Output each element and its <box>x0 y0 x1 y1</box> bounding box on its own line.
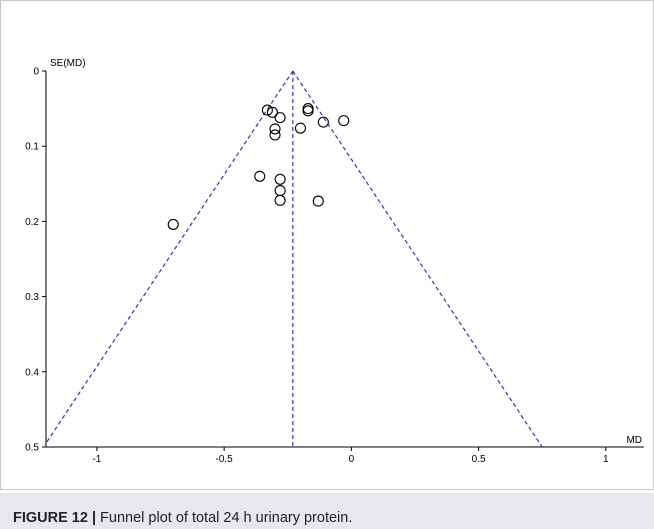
caption-bar <box>0 493 654 529</box>
data-point <box>294 122 307 134</box>
y-tick-label: 0.2 <box>25 217 39 228</box>
data-point <box>266 106 279 118</box>
x-tick-label: -0.5 <box>216 454 234 465</box>
caption-label: FIGURE 12 | <box>13 510 97 526</box>
data-point <box>274 112 286 124</box>
y-axis-title: SE(MD) <box>50 58 86 69</box>
data-point <box>317 116 329 128</box>
x-tick-label: 1 <box>603 454 609 465</box>
funnel-right-line <box>292 70 543 448</box>
x-tick-label: 0 <box>349 454 355 465</box>
data-point <box>167 218 179 230</box>
data-point <box>274 173 286 185</box>
funnel-plot: 0 0.1 0.2 0.3 0.4 0.5 -1 -0.5 0 0.5 1 SE(MD) MD <box>25 58 644 465</box>
data-point <box>312 195 324 207</box>
caption-text: Funnel plot of total 24 h urinary protei… <box>96 510 353 526</box>
data-point <box>338 115 350 127</box>
data-point <box>269 129 281 141</box>
data-point <box>302 105 314 117</box>
data-point <box>274 194 286 206</box>
x-axis-title: MD <box>626 435 642 446</box>
plot-frame <box>0 0 654 490</box>
figure-caption: FIGURE 12 | Funnel plot of total 24 h ur… <box>13 510 352 526</box>
y-tick-label: 0.3 <box>25 292 39 303</box>
data-point <box>302 103 314 115</box>
y-tick-label: 0.5 <box>25 443 39 454</box>
data-point <box>254 170 266 182</box>
funnel-left-line <box>45 70 294 444</box>
y-tick-label: 0.4 <box>25 367 39 378</box>
data-point <box>274 185 286 197</box>
x-tick-label: 0.5 <box>472 454 486 465</box>
x-tick-label: -1 <box>92 454 101 465</box>
data-point <box>269 123 281 135</box>
y-tick-label: 0 <box>33 67 39 78</box>
y-tick-label: 0.1 <box>25 142 39 153</box>
data-point <box>261 104 273 116</box>
